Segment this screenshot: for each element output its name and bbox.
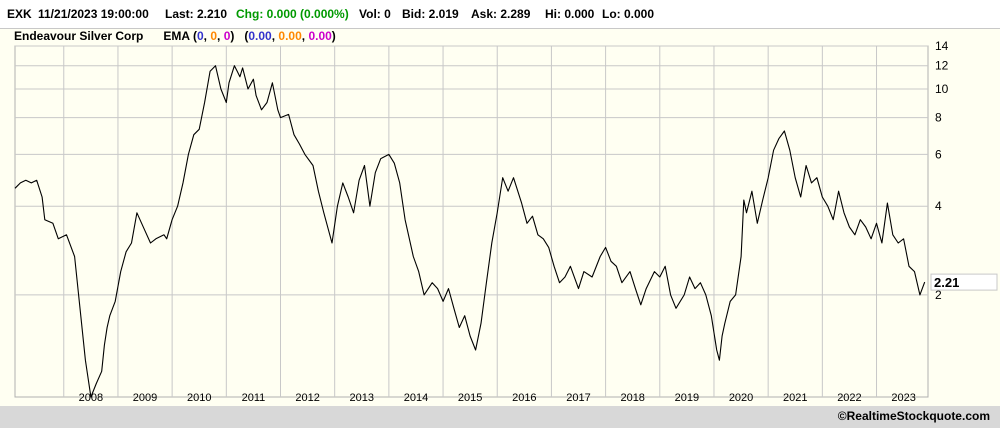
quote-low: Lo: 0.000: [602, 7, 655, 21]
quote-volume: Vol: 0: [359, 7, 391, 21]
x-tick-label: 2013: [350, 392, 374, 404]
quote-datetime: 11/21/2023 19:00:00: [38, 7, 149, 21]
y-tick-label: 12: [935, 59, 949, 73]
ema-value-3: 0.00: [308, 29, 332, 43]
ema-param-2: 0: [210, 29, 218, 43]
ema-value-1: 0.00: [248, 29, 272, 43]
x-tick-label: 2023: [891, 392, 915, 404]
quote-ask: Ask: 2.289: [471, 7, 531, 21]
x-tick-label: 2008: [79, 392, 103, 404]
quote-bar: EXK 11/21/2023 19:00:00 Last: 2.210 Chg:…: [0, 0, 1000, 29]
y-tick-label: 4: [935, 199, 942, 213]
quote-bid: Bid: 2.019: [402, 7, 459, 21]
ema-param-3: 0: [223, 29, 231, 43]
ticker-symbol: EXK: [7, 7, 32, 21]
y-tick-label: 2: [935, 288, 942, 302]
x-tick-label: 2014: [404, 392, 428, 404]
last-value-box: [930, 273, 998, 291]
footer-bar: ©RealtimeStockquote.com: [0, 406, 1000, 428]
ema-param-1: 0: [196, 29, 204, 43]
ema-value-2: 0.00: [278, 29, 302, 43]
x-tick-label: 2010: [187, 392, 211, 404]
x-tick-label: 2017: [566, 392, 590, 404]
ema-label: EMA: [163, 29, 190, 43]
quote-last: Last: 2.210: [165, 7, 228, 21]
quote-high: Hi: 0.000: [545, 7, 595, 21]
x-tick-label: 2011: [242, 392, 266, 404]
last-value-label: 2.21: [934, 275, 959, 290]
x-tick-label: 2016: [512, 392, 536, 404]
x-tick-label: 2009: [133, 392, 157, 404]
y-tick-label: 14: [935, 39, 949, 53]
x-tick-label: 2022: [837, 392, 861, 404]
price-line: [14, 65, 926, 398]
x-tick-label: 2019: [675, 392, 699, 404]
x-tick-label: 2021: [783, 392, 807, 404]
chart-legend: Endeavour Silver Corp EMA (0, 0, 0) (0.0…: [14, 29, 336, 43]
copyright-text: ©RealtimeStockquote.com: [837, 409, 990, 423]
x-tick-label: 2012: [295, 392, 319, 404]
company-name: Endeavour Silver Corp: [14, 29, 144, 43]
y-tick-label: 10: [935, 82, 949, 96]
y-tick-label: 6: [935, 147, 942, 161]
x-tick-label: 2015: [458, 392, 482, 404]
price-chart: 14 12 10 8 6 4 2 2008 2009 2010 2011 2012 2013 2014 20…: [14, 39, 998, 404]
x-tick-label: 2018: [620, 392, 644, 404]
quote-change: Chg: 0.000 (0.000%): [236, 7, 349, 21]
plot-frame: [14, 45, 929, 398]
x-tick-label: 2020: [729, 392, 753, 404]
y-tick-label: 8: [935, 111, 942, 125]
